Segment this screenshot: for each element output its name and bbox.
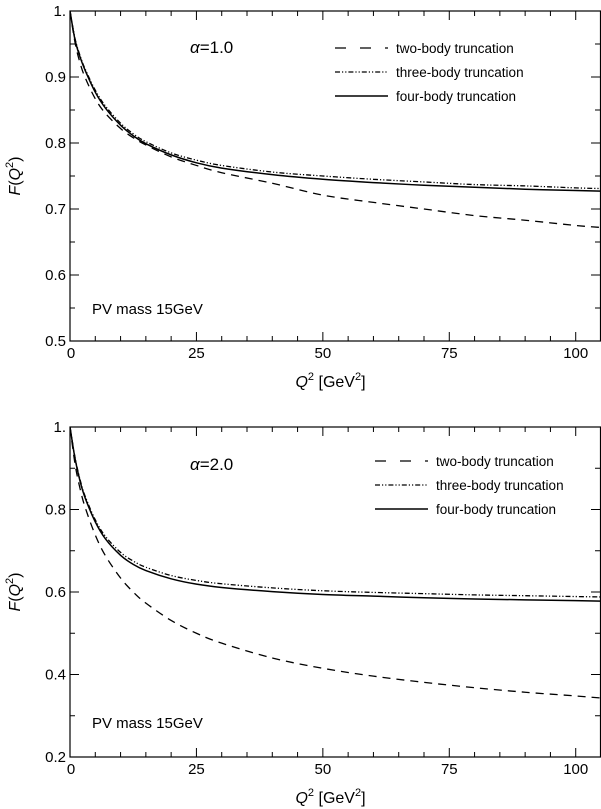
plot-frame bbox=[69, 426, 601, 758]
y-tick-label: 0.8 bbox=[45, 135, 66, 152]
series-line-dashed bbox=[70, 427, 601, 699]
series-line-dashed bbox=[70, 11, 601, 229]
legend: two-body truncation three-body truncation… bbox=[375, 454, 564, 517]
x-tick-label: 25 bbox=[188, 345, 205, 362]
legend-label: two-body truncation bbox=[396, 41, 514, 56]
y-tick-label: 0.5 bbox=[45, 333, 66, 350]
legend-label: four-body truncation bbox=[436, 502, 556, 517]
x-tick-label: 50 bbox=[315, 345, 332, 362]
legend-label: three-body truncation bbox=[396, 65, 524, 80]
x-tick-label: 25 bbox=[188, 761, 205, 778]
y-tick-label: 0.2 bbox=[45, 749, 66, 766]
y-axis-label: F(Q2) bbox=[4, 572, 24, 611]
x-axis-label: Q2 [GeV2] bbox=[295, 787, 365, 807]
y-tick-label: 0.4 bbox=[45, 667, 66, 684]
legend: two-body truncation three-body truncation… bbox=[335, 41, 524, 104]
x-tick-label: 100 bbox=[563, 761, 588, 778]
legend-label: two-body truncation bbox=[436, 454, 554, 469]
x-tick-label: 100 bbox=[563, 345, 588, 362]
series-line-solid bbox=[70, 427, 601, 602]
y-tick-label: 0.9 bbox=[45, 69, 66, 86]
x-tick-label: 50 bbox=[315, 761, 332, 778]
pv-mass-annotation: PV mass 15GeV bbox=[92, 301, 203, 318]
legend-label: three-body truncation bbox=[436, 478, 564, 493]
y-tick-label: 1. bbox=[53, 3, 66, 20]
series-line-solid bbox=[70, 11, 601, 192]
y-tick-label: 1. bbox=[53, 419, 66, 436]
chart-panel-2: 0 25 50 75 100 0.2 0.4 0.6 0.8 1. Q2 [GeV2] F(Q2) tw… bbox=[4, 419, 601, 807]
chart-panel-1: 0 25 50 75 100 0.5 0.6 0.7 0.8 0.9 1. Q2 [GeV2] F(Q2… bbox=[4, 3, 601, 391]
x-tick-label: 75 bbox=[441, 761, 458, 778]
y-tick-label: 0.6 bbox=[45, 267, 66, 284]
alpha-label: α=1.0 bbox=[190, 38, 233, 57]
plot-frame bbox=[69, 10, 601, 342]
x-tick-label: 75 bbox=[441, 345, 458, 362]
y-tick-label: 0.6 bbox=[45, 584, 66, 601]
alpha-label: α=2.0 bbox=[190, 455, 233, 474]
y-axis-label: F(Q2) bbox=[4, 156, 24, 195]
pv-mass-annotation: PV mass 15GeV bbox=[92, 715, 203, 732]
x-tick-label: 0 bbox=[67, 345, 75, 362]
x-tick-label: 0 bbox=[67, 761, 75, 778]
y-tick-label: 0.8 bbox=[45, 502, 66, 519]
y-tick-label: 0.7 bbox=[45, 201, 66, 218]
x-axis-label: Q2 [GeV2] bbox=[295, 371, 365, 391]
series-line-dashdotdot bbox=[70, 11, 601, 190]
legend-label: four-body truncation bbox=[396, 89, 516, 104]
